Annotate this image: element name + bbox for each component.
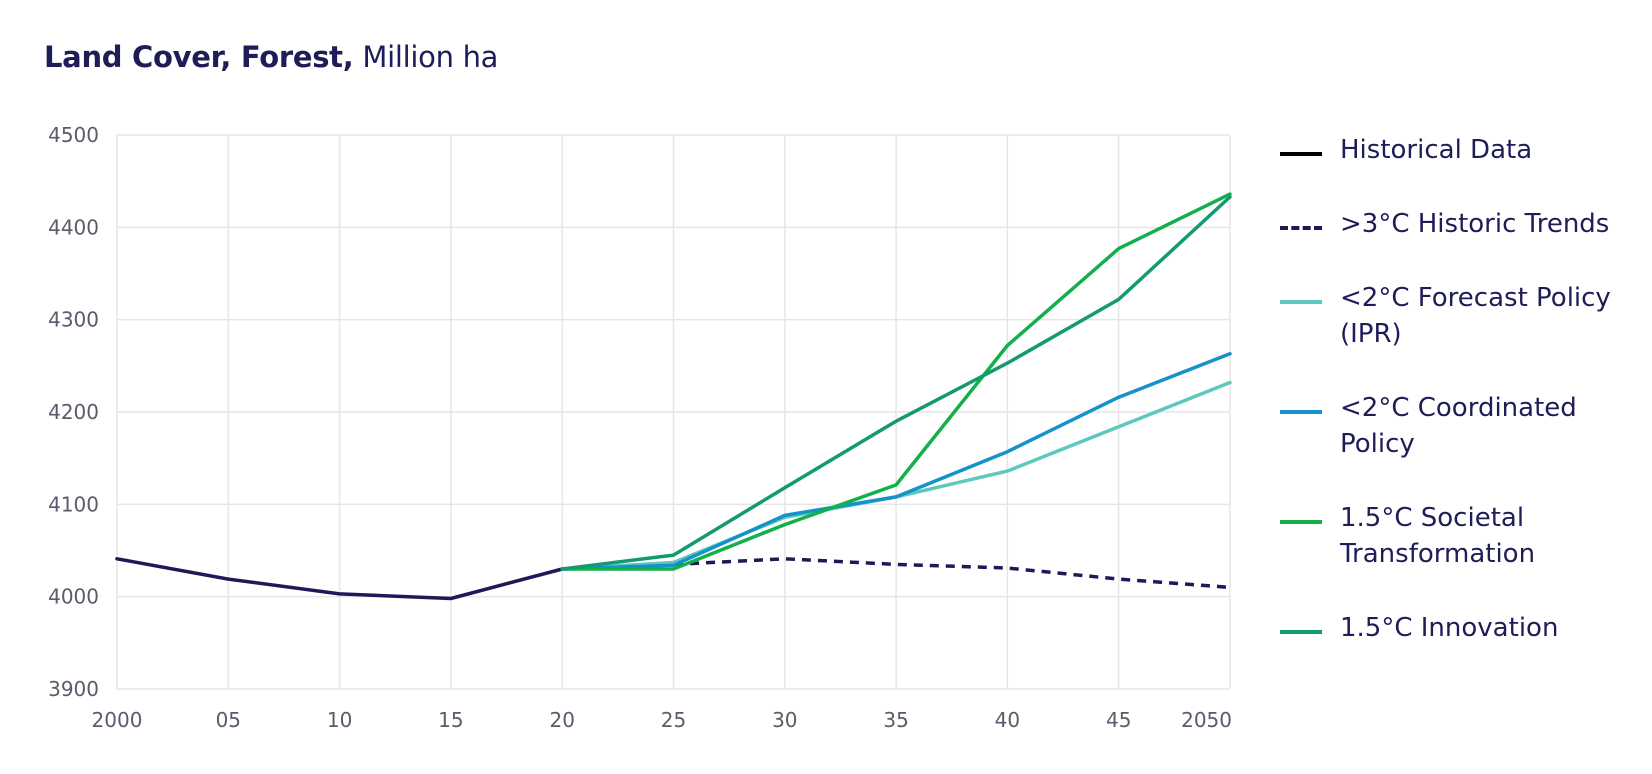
legend-swatch [1280,410,1322,414]
chart-title-unit: Million ha [362,40,499,74]
legend-label: <2°C Coordinated Policy [1340,393,1577,459]
chart-title-bold: Land Cover, Forest, [44,40,354,74]
legend-swatch [1280,152,1322,156]
y-tick-label: 4500 [48,123,99,147]
y-tick-label: 4100 [48,492,99,516]
x-tick-label: 30 [772,708,797,732]
series-line [560,195,1232,571]
x-tick-label: 35 [883,708,908,732]
x-tick-label: 25 [661,708,686,732]
x-tick-label: 20 [549,708,574,732]
legend-label: 1.5°C Societal Transformation [1340,503,1536,569]
series-line [560,352,1232,571]
legend-swatch [1280,226,1322,230]
x-tick-label: 40 [995,708,1020,732]
x-tick-label: 2000 [92,708,143,732]
legend-label: >3°C Historic Trends [1340,209,1610,239]
series-line [560,192,1232,571]
legend-swatch [1280,630,1322,634]
y-tick-label: 3900 [48,677,99,701]
legend-swatch [1280,520,1322,524]
legend-label: <2°C Forecast Policy (IPR) [1340,283,1611,349]
legend-label: Historical Data [1340,135,1533,165]
series-line [115,557,564,601]
x-tick-label: 10 [327,708,352,732]
x-tick-label: 45 [1106,708,1131,732]
y-tick-label: 4400 [48,215,99,239]
legend-swatch [1280,300,1322,304]
x-tick-label: 15 [438,708,463,732]
y-tick-label: 4300 [48,308,99,332]
chart-title: Land Cover, Forest, Million ha [44,40,498,74]
y-tick-label: 4000 [48,585,99,609]
legend-label: 1.5°C Innovation [1340,613,1559,643]
x-tick-label: 05 [216,708,241,732]
y-tick-label: 4200 [48,400,99,424]
x-tick-label: 2050 [1181,708,1232,732]
